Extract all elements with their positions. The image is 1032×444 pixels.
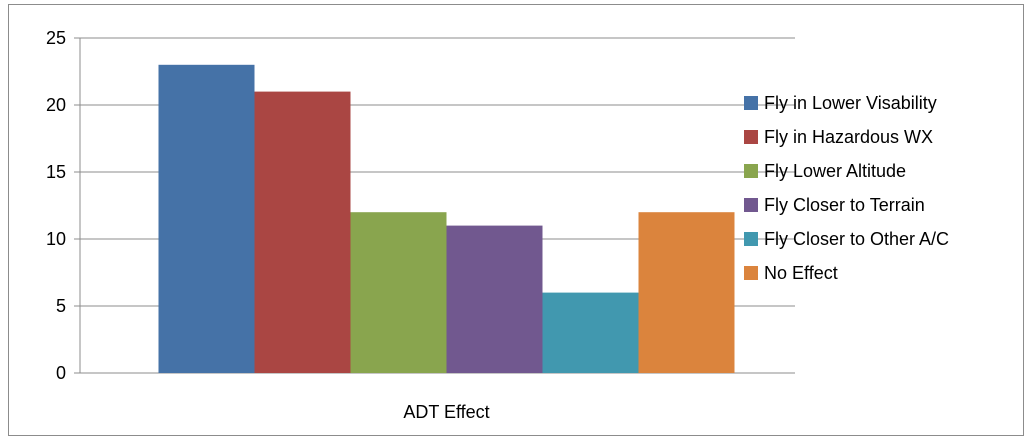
y-tick-label: 0 [56,363,66,383]
legend-label: Fly in Lower Visability [764,93,937,113]
legend-label: Fly Lower Altitude [764,161,906,181]
bar-no-effect [638,212,735,373]
legend-swatch [744,232,758,246]
bar-fly-closer-to-terrain [446,225,543,373]
bar-fly-in-hazardous-wx [254,91,351,373]
legend-swatch [744,130,758,144]
legend-swatch [744,164,758,178]
bar-fly-lower-altitude [350,212,447,373]
y-tick-label: 20 [46,95,66,115]
y-tick-label: 25 [46,28,66,48]
legend-swatch [744,266,758,280]
bars [158,64,735,374]
y-tick-labels: 0 5 10 15 20 25 [46,28,66,383]
bar-fly-in-lower-visability [158,64,255,374]
legend-swatch [744,198,758,212]
legend-label: Fly Closer to Terrain [764,195,925,215]
legend: Fly in Lower Visability Fly in Hazardous … [744,93,949,283]
x-category-label: ADT Effect [403,402,489,422]
legend-label: No Effect [764,263,838,283]
x-category-labels: ADT Effect [403,402,489,422]
y-tick-label: 15 [46,162,66,182]
legend-label: Fly Closer to Other A/C [764,229,949,249]
legend-label: Fly in Hazardous WX [764,127,933,147]
y-tick-label: 10 [46,229,66,249]
legend-swatch [744,96,758,110]
bar-fly-closer-to-other-a-c [542,292,639,373]
y-tick-label: 5 [56,296,66,316]
